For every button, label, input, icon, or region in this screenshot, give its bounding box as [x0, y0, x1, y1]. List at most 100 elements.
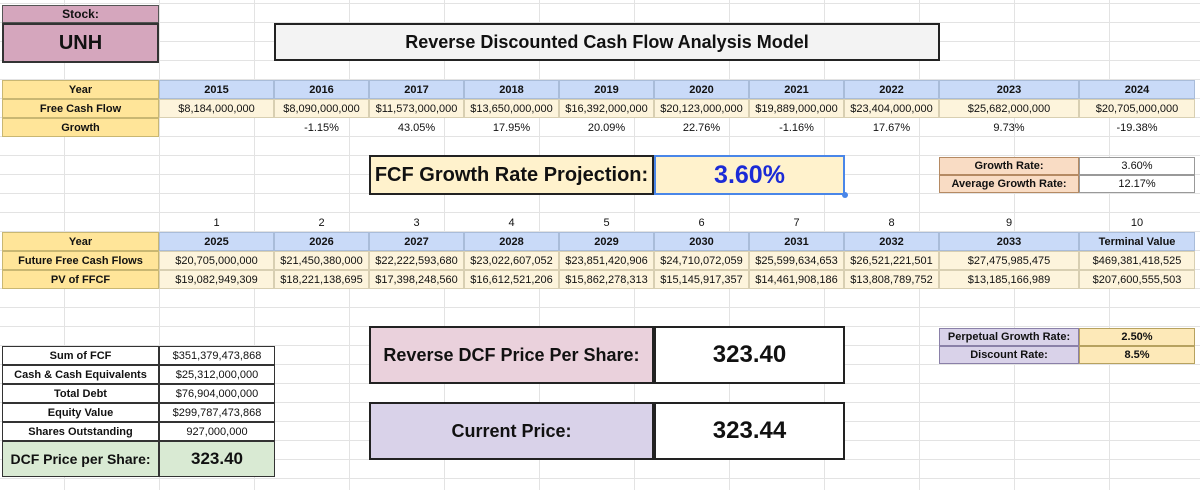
current-price-value[interactable]: 323.44 — [654, 402, 845, 460]
summary-row-value[interactable]: $351,379,473,868 — [159, 346, 275, 365]
historical-fcf-cell[interactable]: $19,889,000,000 — [749, 99, 844, 118]
future-year-header: 2032 — [844, 232, 939, 251]
historical-year-header: 2020 — [654, 80, 749, 99]
future-pv-cell[interactable]: $13,185,166,989 — [939, 270, 1079, 289]
summary-row-label: Equity Value — [2, 403, 159, 422]
historical-fcf-cell[interactable]: $20,705,000,000 — [1079, 99, 1195, 118]
historical-year-header: 2017 — [369, 80, 464, 99]
fcf-growth-projection-value[interactable]: 3.60% — [654, 155, 845, 195]
fcf-growth-projection-label: FCF Growth Rate Projection: — [369, 155, 654, 195]
historical-year-header: 2022 — [844, 80, 939, 99]
historical-fcf-cell[interactable]: $11,573,000,000 — [369, 99, 464, 118]
growth-rate-label: Growth Rate: — [939, 157, 1079, 175]
discount-rate-label: Discount Rate: — [939, 346, 1079, 364]
historical-fcf-cell[interactable]: $8,090,000,000 — [274, 99, 369, 118]
historical-year-header: 2023 — [939, 80, 1079, 99]
future-year-label: Year — [2, 232, 159, 251]
summary-row-value[interactable]: $76,904,000,000 — [159, 384, 275, 403]
growth-rate-value[interactable]: 3.60% — [1079, 157, 1195, 175]
historical-growth-cell[interactable]: 17.95% — [492, 121, 531, 134]
future-period-number: 1 — [213, 216, 220, 229]
future-period-number: 4 — [508, 216, 515, 229]
future-period-number: 8 — [888, 216, 895, 229]
future-year-header: 2031 — [749, 232, 844, 251]
historical-fcf-cell[interactable]: $8,184,000,000 — [159, 99, 274, 118]
historical-fcf-cell[interactable]: $23,404,000,000 — [844, 99, 939, 118]
historical-year-header: 2016 — [274, 80, 369, 99]
future-period-number: 7 — [793, 216, 800, 229]
historical-growth-cell[interactable]: -19.38% — [1116, 121, 1158, 134]
historical-fcf-cell[interactable]: $25,682,000,000 — [939, 99, 1079, 118]
future-pv-cell[interactable]: $207,600,555,503 — [1079, 270, 1195, 289]
historical-fcf-cell[interactable]: $13,650,000,000 — [464, 99, 559, 118]
historical-growth-label: Growth — [2, 118, 159, 137]
future-period-number: 6 — [698, 216, 705, 229]
perpetual-growth-rate-value[interactable]: 2.50% — [1079, 328, 1195, 346]
future-pv-cell[interactable]: $19,082,949,309 — [159, 270, 274, 289]
future-year-header: 2033 — [939, 232, 1079, 251]
future-pv-cell[interactable]: $15,145,917,357 — [654, 270, 749, 289]
dcf-price-per-share-value[interactable]: 323.40 — [159, 441, 275, 477]
historical-growth-cell[interactable] — [159, 118, 274, 137]
future-pv-cell[interactable]: $15,862,278,313 — [559, 270, 654, 289]
future-ffcf-cell[interactable]: $22,222,593,680 — [369, 251, 464, 270]
reverse-dcf-price-label: Reverse DCF Price Per Share: — [369, 326, 654, 384]
historical-growth-cell[interactable]: 43.05% — [397, 121, 436, 134]
current-price-label: Current Price: — [369, 402, 654, 460]
future-ffcf-cell[interactable]: $23,851,420,906 — [559, 251, 654, 270]
summary-row-label: Shares Outstanding — [2, 422, 159, 441]
discount-rate-value[interactable]: 8.5% — [1079, 346, 1195, 364]
average-growth-rate-label: Average Growth Rate: — [939, 175, 1079, 193]
historical-growth-cell[interactable]: 17.67% — [872, 121, 911, 134]
cell-fill-handle[interactable] — [842, 192, 848, 198]
historical-growth-cell[interactable]: 22.76% — [682, 121, 721, 134]
future-pv-cell[interactable]: $14,461,908,186 — [749, 270, 844, 289]
historical-year-label: Year — [2, 80, 159, 99]
historical-year-header: 2021 — [749, 80, 844, 99]
future-ffcf-cell[interactable]: $21,450,380,000 — [274, 251, 369, 270]
future-ffcf-cell[interactable]: $26,521,221,501 — [844, 251, 939, 270]
average-growth-rate-value[interactable]: 12.17% — [1079, 175, 1195, 193]
future-pv-cell[interactable]: $16,612,521,206 — [464, 270, 559, 289]
summary-row-value[interactable]: $25,312,000,000 — [159, 365, 275, 384]
summary-row-value[interactable]: $299,787,473,868 — [159, 403, 275, 422]
future-year-header: Terminal Value — [1079, 232, 1195, 251]
perpetual-growth-rate-label: Perpetual Growth Rate: — [939, 328, 1079, 346]
future-period-number: 3 — [413, 216, 420, 229]
summary-row-value[interactable]: 927,000,000 — [159, 422, 275, 441]
historical-fcf-cell[interactable]: $16,392,000,000 — [559, 99, 654, 118]
historical-fcf-cell[interactable]: $20,123,000,000 — [654, 99, 749, 118]
future-pv-cell[interactable]: $18,221,138,695 — [274, 270, 369, 289]
future-year-header: 2028 — [464, 232, 559, 251]
future-year-header: 2029 — [559, 232, 654, 251]
historical-year-header: 2018 — [464, 80, 559, 99]
future-year-header: 2026 — [274, 232, 369, 251]
future-ffcf-cell[interactable]: $23,022,607,052 — [464, 251, 559, 270]
future-pv-cell[interactable]: $17,398,248,560 — [369, 270, 464, 289]
future-ffcf-cell[interactable]: $27,475,985,475 — [939, 251, 1079, 270]
future-ffcf-cell[interactable]: $24,710,072,059 — [654, 251, 749, 270]
future-year-header: 2030 — [654, 232, 749, 251]
stock-ticker[interactable]: UNH — [2, 23, 159, 63]
future-year-header: 2025 — [159, 232, 274, 251]
historical-growth-cell[interactable]: -1.15% — [304, 121, 339, 134]
summary-row-label: Sum of FCF — [2, 346, 159, 365]
future-ffcf-cell[interactable]: $469,381,418,525 — [1079, 251, 1195, 270]
reverse-dcf-price-value[interactable]: 323.40 — [654, 326, 845, 384]
dcf-price-per-share-label: DCF Price per Share: — [2, 441, 159, 477]
future-period-number: 9 — [1005, 216, 1013, 229]
future-year-header: 2027 — [369, 232, 464, 251]
stock-label: Stock: — [2, 5, 159, 23]
future-ffcf-cell[interactable]: $25,599,634,653 — [749, 251, 844, 270]
historical-growth-cell[interactable]: 9.73% — [993, 121, 1025, 134]
historical-growth-cell[interactable]: -1.16% — [779, 121, 814, 134]
summary-row-label: Cash & Cash Equivalents — [2, 365, 159, 384]
historical-growth-cell[interactable]: 20.09% — [587, 121, 626, 134]
future-pv-cell[interactable]: $13,808,789,752 — [844, 270, 939, 289]
historical-year-header: 2019 — [559, 80, 654, 99]
historical-year-header: 2015 — [159, 80, 274, 99]
historical-year-header: 2024 — [1079, 80, 1195, 99]
future-ffcf-cell[interactable]: $20,705,000,000 — [159, 251, 274, 270]
future-period-number: 2 — [318, 216, 325, 229]
future-pv-label: PV of FFCF — [2, 270, 159, 289]
